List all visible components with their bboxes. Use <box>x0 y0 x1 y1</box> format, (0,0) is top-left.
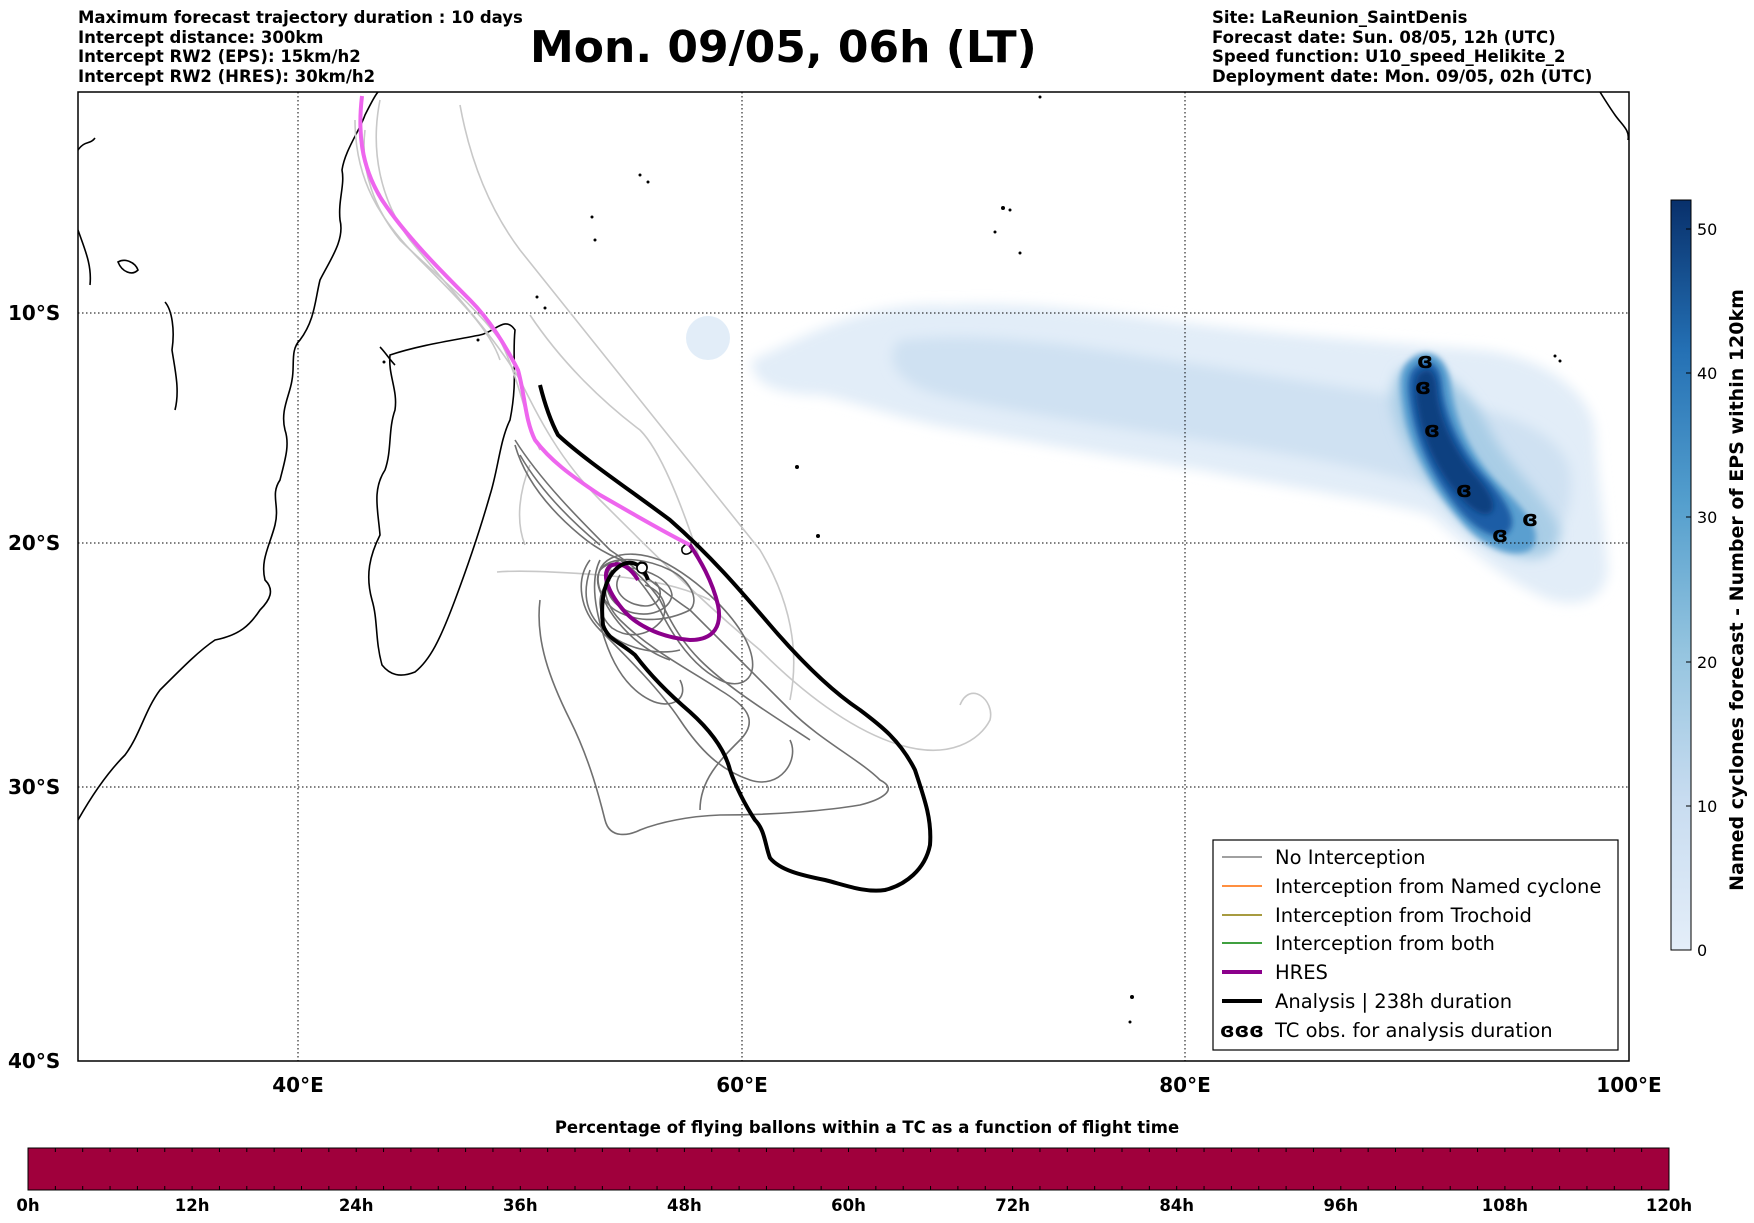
latitude-labels: 10°S 20°S 30°S 40°S <box>8 301 60 1073</box>
flight-time-tick-label: 48h <box>667 1196 702 1215</box>
longitude-labels: 40°E 60°E 80°E 100°E <box>272 1073 1661 1097</box>
analysis-trajectory <box>538 384 933 893</box>
coastlines <box>78 92 1629 821</box>
header-right-line-1: Site: LaReunion_SaintDenis <box>1212 8 1468 27</box>
legend-hres: HRES <box>1275 961 1328 984</box>
flight-time-tick-label: 60h <box>831 1196 866 1215</box>
flight-time-tick-label: 120h <box>1646 1196 1692 1215</box>
legend-tc-obs: TC obs. for analysis duration <box>1274 1019 1553 1042</box>
tc-symbol-6: ɞ <box>1492 523 1508 548</box>
lat-label-10s: 10°S <box>8 301 60 325</box>
flight-time-tick-label: 72h <box>995 1196 1030 1215</box>
flight-time-tick-label: 108h <box>1482 1196 1528 1215</box>
lon-label-100e: 100°E <box>1596 1073 1661 1097</box>
graticule <box>78 92 1629 1061</box>
flight-time-tick-label: 36h <box>503 1196 538 1215</box>
flight-time-bar-fill <box>27 1147 1670 1191</box>
lon-label-80e: 80°E <box>1159 1073 1211 1097</box>
density-colorbar: 0 10 20 30 40 50 Named cyclones forecast… <box>1670 199 1748 960</box>
flight-time-tick-label: 0h <box>16 1196 39 1215</box>
header-right-line-2: Forecast date: Sun. 08/05, 12h (UTC) <box>1212 27 1556 47</box>
tc-symbol-2: ɞ <box>1415 375 1431 400</box>
colorbar-tick-0: 0 <box>1697 941 1707 960</box>
colorbar-tick-30: 30 <box>1697 508 1717 527</box>
colorbar-label: Named cyclones forecast - Number of EPS … <box>1726 289 1748 891</box>
tc-symbol-5: ɞ <box>1522 507 1538 532</box>
legend-no-interception: No Interception <box>1275 846 1426 869</box>
deployment-site-marker <box>636 562 648 574</box>
ensemble-trajectories-no-interception <box>514 439 889 836</box>
lon-label-60e: 60°E <box>716 1073 768 1097</box>
colorbar-tick-50: 50 <box>1697 220 1717 239</box>
ensemble-trajectories-light <box>354 99 992 751</box>
flight-time-bar: Percentage of flying ballons within a TC… <box>16 1118 1692 1215</box>
colorbar-tick-40: 40 <box>1697 364 1717 383</box>
tc-symbol-3: ɞ <box>1424 418 1440 443</box>
flight-time-tick-label: 12h <box>175 1196 210 1215</box>
map-frame <box>77 91 1630 1062</box>
lon-label-40e: 40°E <box>272 1073 324 1097</box>
legend-named-cyclone: Interception from Named cyclone <box>1275 875 1601 898</box>
header-left-info: Maximum forecast trajectory duration : 1… <box>78 8 523 86</box>
colorbar-tick-20: 20 <box>1697 653 1717 672</box>
header-left-line-3: Intercept RW2 (EPS): 15km/h2 <box>78 47 361 66</box>
lat-label-30s: 30°S <box>8 775 60 799</box>
hres-trajectory-north <box>358 95 691 547</box>
flight-time-bar-title: Percentage of flying ballons within a TC… <box>555 1118 1179 1137</box>
flight-time-tick-label: 96h <box>1323 1196 1358 1215</box>
header-left-line-2: Intercept distance: 300km <box>78 27 324 47</box>
colorbar-tick-10: 10 <box>1697 797 1717 816</box>
flight-time-tick-label: 24h <box>339 1196 374 1215</box>
lat-label-40s: 40°S <box>8 1049 60 1073</box>
legend-analysis: Analysis | 238h duration <box>1275 990 1512 1013</box>
header-left-line-1: Maximum forecast trajectory duration : 1… <box>78 8 523 27</box>
header-right-line-3: Speed function: U10_speed_Helikite_2 <box>1212 47 1566 66</box>
tc-symbol-1: ɞ <box>1417 349 1433 374</box>
tc-symbol-4: ɞ <box>1456 478 1472 503</box>
header-right-info: Site: LaReunion_SaintDenis Forecast date… <box>1212 8 1592 86</box>
map-legend: No Interception Interception from Named … <box>1212 839 1619 1051</box>
header-left-line-4: Intercept RW2 (HRES): 30km/h2 <box>78 66 376 86</box>
tc-observation-symbols: ɞ ɞ ɞ ɞ ɞ ɞ <box>1415 349 1538 548</box>
small-islands <box>382 95 1562 1024</box>
legend-trochoid: Interception from Trochoid <box>1275 904 1532 927</box>
hres-trajectory <box>604 543 721 643</box>
lat-label-20s: 20°S <box>8 531 60 555</box>
legend-tc-symbol: ɞɞɞ <box>1220 1018 1264 1042</box>
eps-density-field <box>686 304 1608 603</box>
header-right-line-4: Deployment date: Mon. 09/05, 02h (UTC) <box>1212 66 1593 86</box>
map-title: Mon. 09/05, 06h (LT) <box>530 22 1037 73</box>
flight-time-tick-label: 84h <box>1159 1196 1194 1215</box>
legend-both: Interception from both <box>1275 932 1495 955</box>
